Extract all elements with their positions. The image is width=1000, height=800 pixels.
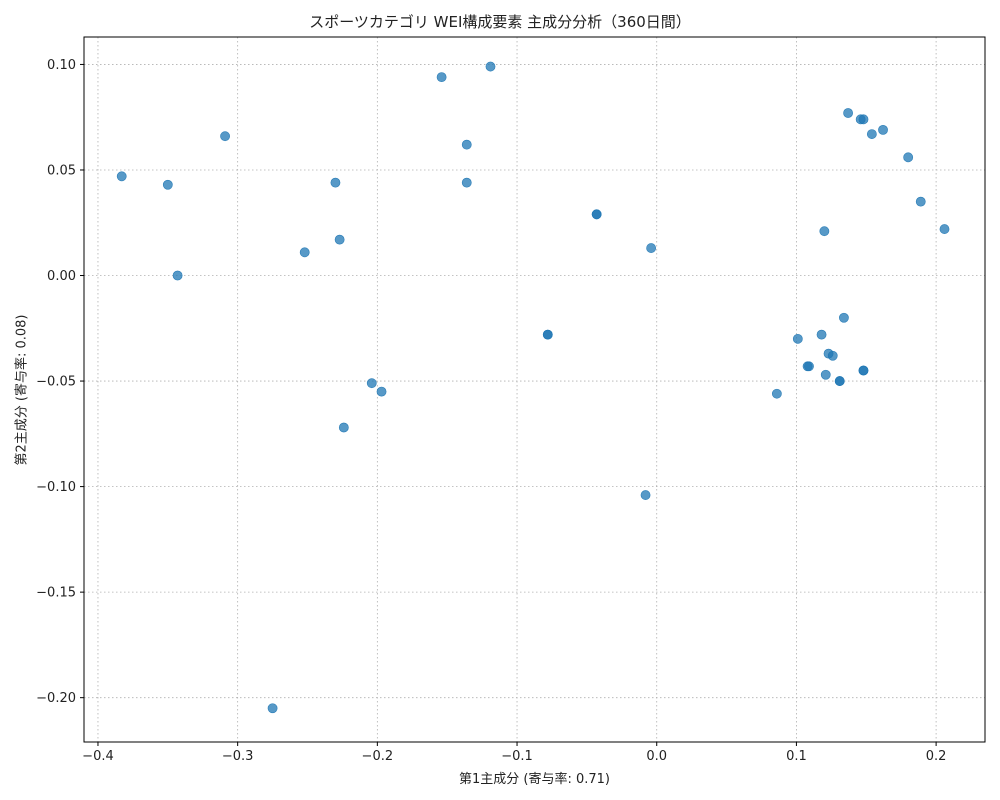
x-tick-label: −0.1	[501, 749, 533, 764]
x-tick-label: −0.4	[82, 749, 114, 764]
scatter-point	[591, 209, 602, 220]
x-tick-label: −0.2	[362, 749, 394, 764]
y-tick-label: 0.00	[47, 269, 76, 284]
x-tick-label: −0.3	[222, 749, 254, 764]
scatter-point	[834, 376, 845, 386]
plot-frame	[83, 36, 986, 743]
y-tick-label: 0.10	[47, 58, 76, 73]
scatter-point	[839, 312, 849, 323]
scatter-point	[334, 234, 345, 245]
scatter-point	[640, 490, 651, 500]
scatter-point	[792, 333, 803, 344]
scatter-point	[366, 378, 377, 389]
x-tick-label: 0.1	[786, 749, 807, 764]
scatter-point	[330, 177, 341, 188]
scatter-point	[461, 139, 472, 150]
scatter-point	[461, 177, 472, 188]
y-tick-label: −0.20	[36, 691, 76, 706]
scatter-point	[866, 129, 877, 139]
y-axis: 0.10 0.05 0.00 −0.05 −0.10 −0.15 −0.20	[36, 58, 84, 706]
x-axis-label: 第1主成分 (寄与率: 0.71)	[458, 772, 610, 787]
grid-lines	[84, 37, 985, 742]
scatter-point	[162, 179, 173, 190]
scatter-point	[903, 152, 914, 163]
scatter-point	[858, 114, 869, 125]
scatter-point	[220, 131, 230, 142]
scatter-point	[858, 365, 869, 376]
y-tick-label: −0.15	[36, 586, 76, 601]
scatter-point	[804, 361, 814, 372]
scatter-point	[172, 270, 183, 281]
scatter-point	[542, 329, 553, 340]
y-axis-label: 第2主成分 (寄与率: 0.08)	[14, 314, 30, 466]
scatter-point	[771, 388, 782, 399]
scatter-point	[299, 247, 310, 258]
scatter-point	[878, 124, 888, 135]
y-tick-label: −0.10	[36, 480, 76, 495]
scatter-point	[646, 243, 657, 253]
scatter-point	[819, 226, 830, 237]
scatter-point	[338, 422, 349, 433]
y-tick-label: −0.05	[36, 375, 76, 390]
data-points	[116, 61, 950, 714]
y-tick-label: 0.05	[47, 163, 76, 178]
scatter-point	[436, 72, 447, 83]
x-tick-label: 0.2	[926, 749, 947, 764]
x-axis: −0.4 −0.3 −0.2 −0.1 0.0 0.1 0.2	[82, 742, 946, 764]
scatter-point	[939, 224, 950, 234]
scatter-point	[816, 329, 827, 340]
scatter-point	[376, 386, 387, 397]
scatter-point	[820, 369, 831, 380]
chart-title: スポーツカテゴリ WEI構成要素 主成分分析（360日間）	[309, 13, 691, 31]
scatter-point	[116, 171, 127, 182]
scatter-point	[827, 350, 838, 361]
scatter-point	[915, 196, 926, 207]
x-tick-label: 0.0	[646, 749, 667, 764]
scatter-point	[485, 61, 496, 72]
scatter-point	[267, 703, 278, 714]
scatter-point	[843, 108, 854, 118]
